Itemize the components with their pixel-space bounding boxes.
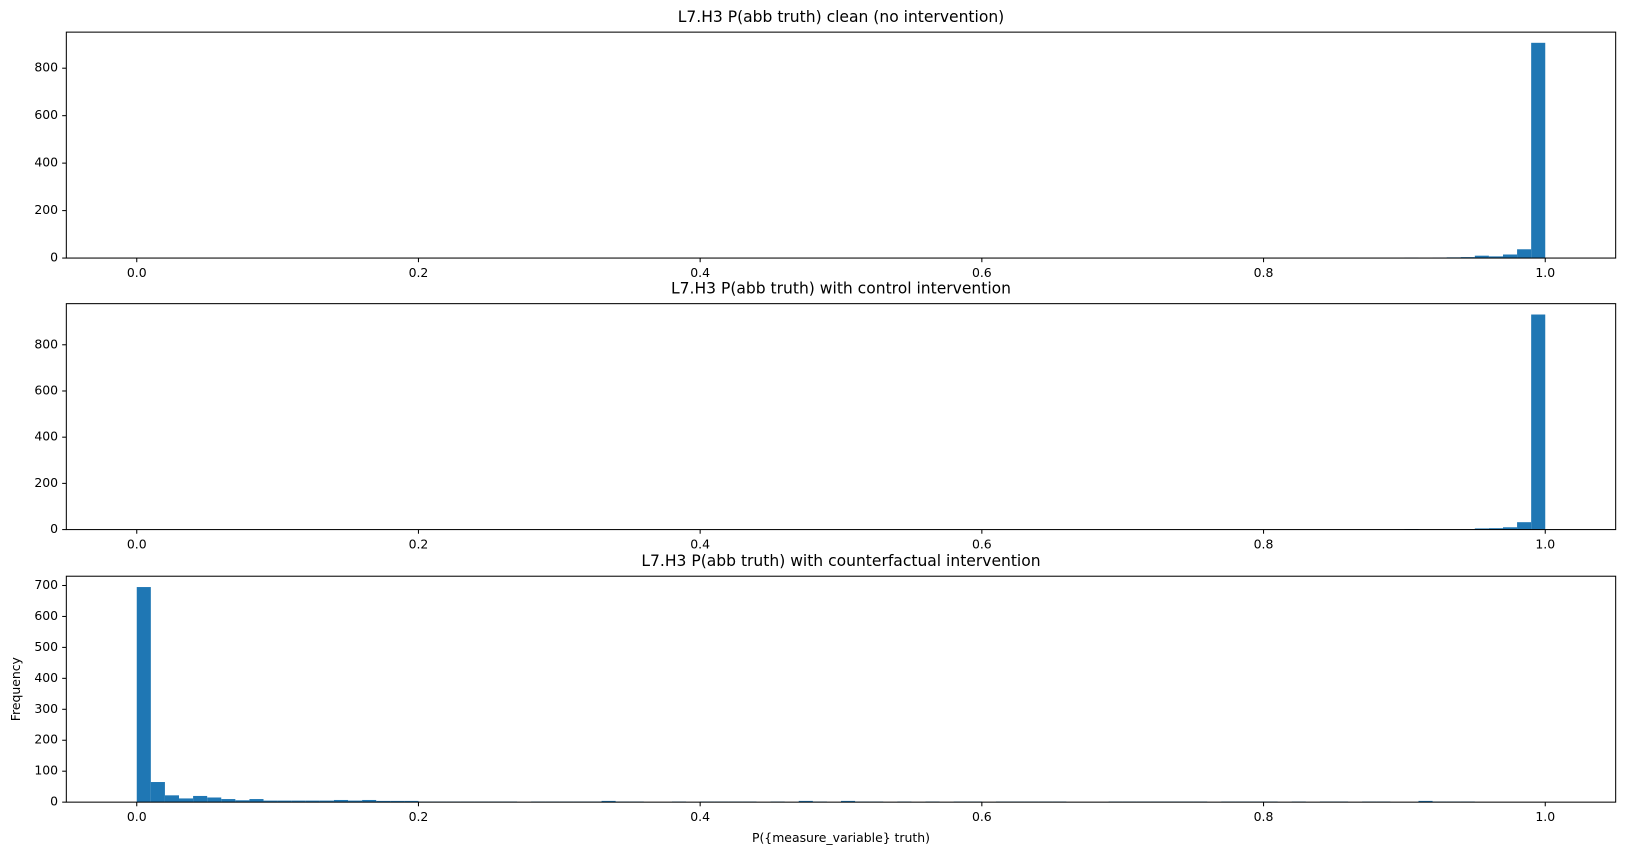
x-axis-label: P({measure_variable} truth) [752, 830, 930, 845]
chart-title: L7.H3 P(abb truth) with control interven… [671, 280, 1011, 298]
y-tick-label: 200 [34, 475, 58, 490]
bar [1474, 255, 1489, 259]
y-tick-label: 300 [34, 701, 58, 716]
x-tick-label: 1.0 [1535, 809, 1555, 824]
y-tick-label: 700 [34, 577, 58, 592]
bar [193, 795, 208, 803]
bar [1502, 527, 1518, 530]
x-tick-label: 0.0 [127, 809, 147, 824]
y-tick-label: 200 [34, 202, 58, 217]
bar [601, 800, 616, 803]
bar [136, 587, 151, 803]
y-tick-label: 400 [34, 429, 58, 444]
y-tick-label: 200 [34, 732, 58, 747]
bar [249, 799, 264, 803]
bar [164, 795, 180, 803]
bar [1418, 800, 1433, 803]
y-tick-label: 800 [34, 336, 58, 351]
bar [404, 800, 419, 803]
bar [150, 782, 165, 803]
y-tick-label: 0 [50, 794, 58, 809]
bar [1488, 528, 1503, 530]
y-tick-label: 600 [34, 608, 58, 623]
bar [179, 798, 194, 803]
x-tick-label: 0.0 [127, 265, 147, 280]
x-tick-label: 0.2 [409, 809, 429, 824]
x-tick-label: 0.8 [1254, 265, 1274, 280]
bar [1531, 42, 1546, 259]
bar [1517, 522, 1532, 530]
x-tick-label: 0.4 [690, 265, 710, 280]
bar [1502, 254, 1518, 259]
x-tick-label: 1.0 [1535, 265, 1555, 280]
bar [1531, 314, 1546, 530]
y-axis-label: Frequency [8, 657, 23, 721]
bar [840, 800, 856, 803]
chart-title: L7.H3 P(abb truth) clean (no interventio… [678, 8, 1004, 26]
chart-title: L7.H3 P(abb truth) with counterfactual i… [641, 552, 1040, 570]
bar [390, 800, 405, 803]
bar [207, 797, 222, 803]
bar [305, 800, 320, 803]
x-tick-label: 0.6 [972, 265, 992, 280]
axes-frame [65, 303, 1617, 531]
bar [348, 800, 363, 803]
bar [798, 800, 813, 803]
bar [277, 800, 292, 803]
y-tick-label: 400 [34, 670, 58, 685]
bar [333, 799, 349, 803]
y-tick-label: 0 [50, 250, 58, 265]
x-tick-label: 0.2 [409, 537, 429, 552]
bar [221, 799, 236, 803]
x-tick-label: 1.0 [1535, 537, 1555, 552]
bar [235, 800, 250, 803]
bar [362, 799, 377, 803]
x-tick-label: 0.8 [1254, 809, 1274, 824]
x-tick-label: 0.2 [409, 265, 429, 280]
x-tick-label: 0.6 [972, 537, 992, 552]
axes-frame [65, 575, 1617, 803]
bar [1517, 249, 1532, 259]
x-tick-label: 0.4 [690, 537, 710, 552]
bar [263, 800, 278, 803]
x-tick-label: 0.8 [1254, 537, 1274, 552]
bar [1474, 528, 1489, 530]
y-tick-label: 400 [34, 155, 58, 170]
x-tick-label: 0.0 [127, 537, 147, 552]
y-tick-label: 0 [50, 521, 58, 536]
y-tick-label: 600 [34, 107, 58, 122]
x-tick-label: 0.6 [972, 809, 992, 824]
axes-frame [65, 31, 1617, 259]
y-tick-label: 100 [34, 763, 58, 778]
x-tick-label: 0.4 [690, 809, 710, 824]
y-tick-label: 600 [34, 382, 58, 397]
bar [376, 800, 391, 803]
bar [1488, 256, 1503, 259]
y-tick-label: 800 [34, 60, 58, 75]
bar [291, 800, 306, 803]
y-tick-label: 500 [34, 639, 58, 654]
bar [319, 800, 334, 803]
